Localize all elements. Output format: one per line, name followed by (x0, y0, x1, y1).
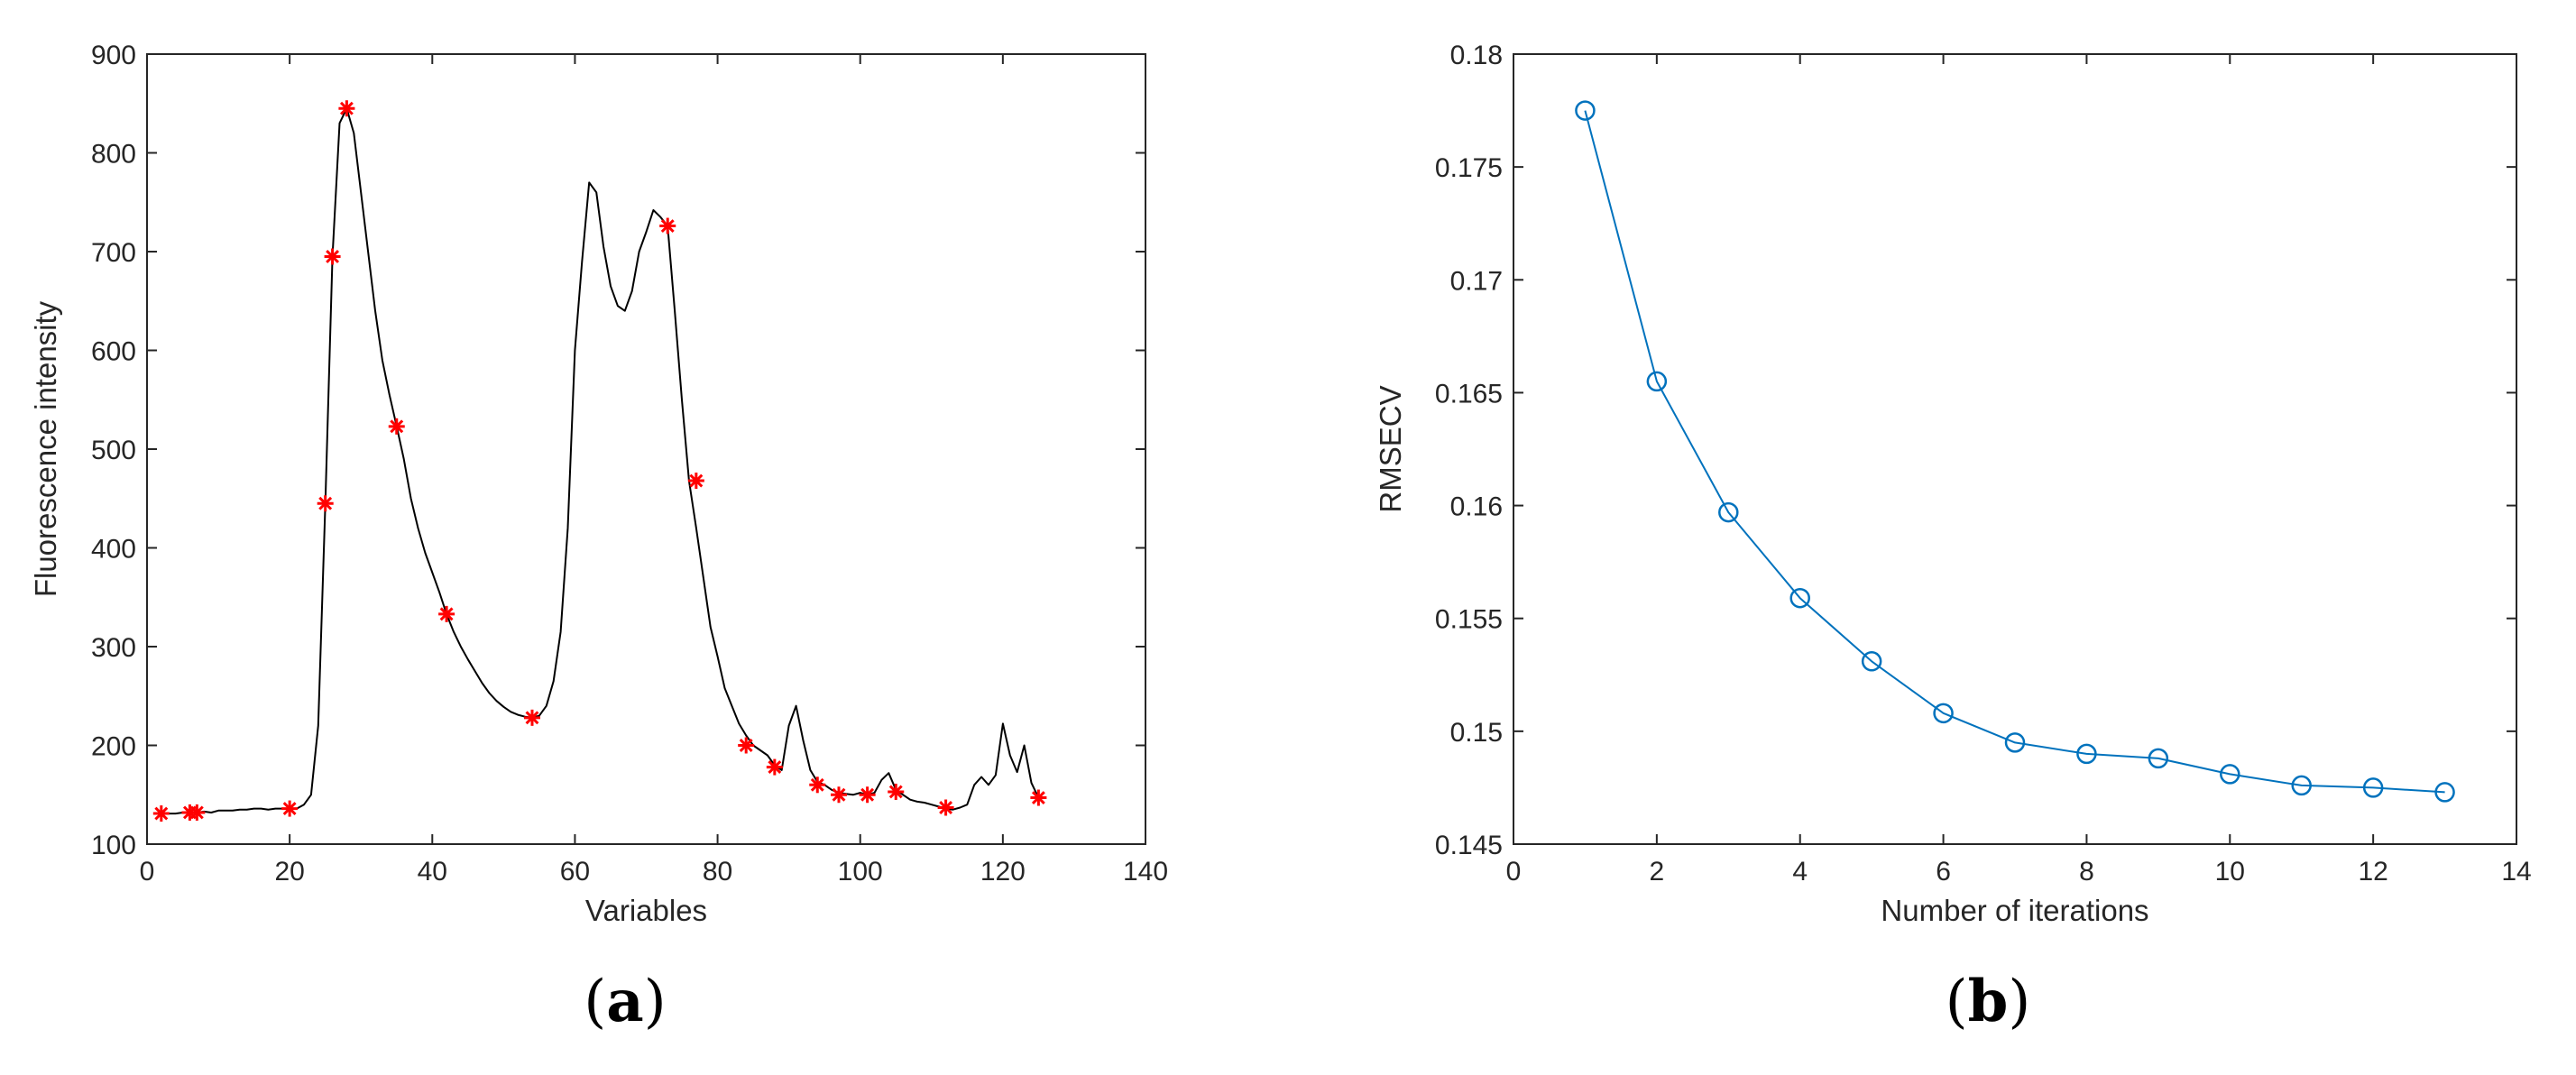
data-point (1646, 371, 1668, 392)
data-point (2362, 777, 2384, 798)
y-tick-label: 0.145 (1435, 831, 1503, 860)
panel-label-a: (a) (584, 968, 666, 1035)
x-tick-label: 120 (980, 857, 1026, 887)
y-tick-label: 0.165 (1435, 379, 1503, 409)
data-point-star (830, 786, 847, 804)
y-tick-label: 800 (91, 140, 136, 170)
data-point (2434, 782, 2455, 803)
x-tick-label: 6 (1936, 857, 1951, 887)
data-point-star (766, 758, 783, 776)
data-point-star (859, 786, 876, 804)
x-axis-label: Number of iterations (1881, 894, 2148, 927)
data-point (1861, 651, 1882, 672)
data-point (2076, 743, 2097, 765)
data-point-star (937, 799, 954, 816)
x-tick-label: 0 (1506, 857, 1522, 887)
data-point-star (888, 783, 905, 800)
y-tick-label: 600 (91, 337, 136, 367)
x-tick-label: 0 (140, 857, 155, 887)
data-point-star (687, 473, 704, 490)
x-tick-label: 80 (703, 857, 732, 887)
x-tick-label: 8 (2079, 857, 2094, 887)
panel-label-b: (b) (1946, 968, 2031, 1035)
data-point-star (1030, 789, 1047, 806)
y-tick-label: 0.155 (1435, 605, 1503, 635)
data-point-star (338, 100, 355, 117)
data-point (2004, 732, 2026, 753)
data-point-star (189, 804, 206, 821)
plot-frame (146, 53, 1146, 845)
y-tick-label: 0.15 (1450, 718, 1503, 748)
y-tick-label: 200 (91, 732, 136, 762)
x-tick-label: 4 (1792, 857, 1808, 887)
plot-frame (1513, 53, 2517, 845)
data-point (1718, 501, 1739, 523)
x-tick-label: 40 (418, 857, 447, 887)
y-axis-label: Fluorescence intensity (29, 300, 62, 597)
data-point-star (809, 776, 826, 794)
y-tick-label: 700 (91, 238, 136, 268)
data-point-star (659, 217, 676, 234)
series-line (153, 107, 1040, 815)
x-tick-label: 14 (2501, 857, 2531, 887)
data-point-star (152, 805, 170, 822)
x-tick-label: 20 (274, 857, 304, 887)
data-point-star (388, 418, 405, 435)
x-tick-label: 60 (560, 857, 590, 887)
y-tick-label: 100 (91, 831, 136, 860)
y-axis-label: RMSECV (1374, 385, 1407, 512)
data-point (2291, 775, 2312, 796)
x-tick-label: 12 (2358, 857, 2387, 887)
data-point-star (317, 495, 334, 512)
x-axis-label: Variables (585, 894, 707, 927)
data-point (2148, 748, 2169, 769)
data-point-star (438, 605, 455, 622)
y-tick-label: 0.18 (1450, 41, 1503, 70)
y-tick-label: 300 (91, 633, 136, 663)
data-point-star (324, 248, 341, 265)
x-tick-label: 10 (2215, 857, 2245, 887)
data-point (1575, 100, 1596, 121)
data-point (2220, 764, 2240, 785)
data-point-star (281, 800, 299, 817)
chart-b-rmsecv: 0 2 4 6 8 10 12 14 0.145 0.15 0.155 0.16 0.165 0.17 0.… (1374, 41, 2532, 927)
data-point (1933, 703, 1954, 724)
x-tick-label: 140 (1123, 857, 1168, 887)
y-tick-label: 500 (91, 436, 136, 465)
data-point-star (738, 737, 755, 754)
data-point (1789, 587, 1810, 609)
chart-a-spectrum: 0 20 40 60 80 100 120 140 100 200 300 400 500 600 700 8… (29, 41, 1168, 927)
series-line (1584, 110, 2445, 794)
x-tick-label: 100 (838, 857, 883, 887)
y-tick-label: 0.175 (1435, 153, 1503, 183)
data-point-star (523, 709, 540, 726)
x-tick-label: 2 (1650, 857, 1665, 887)
y-tick-label: 900 (91, 41, 136, 70)
y-tick-label: 0.17 (1450, 266, 1503, 296)
y-tick-label: 400 (91, 535, 136, 565)
y-tick-label: 0.16 (1450, 492, 1503, 522)
